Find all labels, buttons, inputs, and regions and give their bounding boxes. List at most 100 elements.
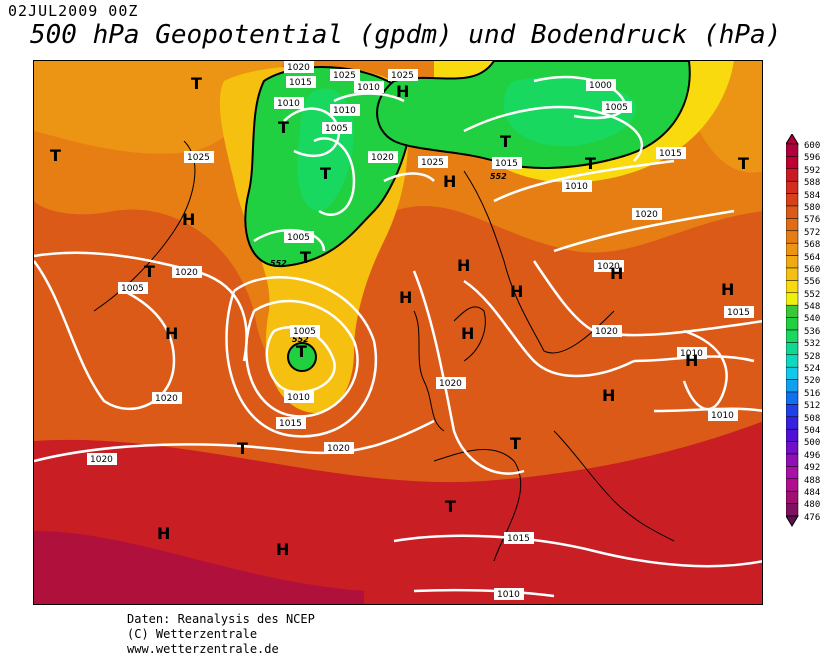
isobar (245, 299, 359, 418)
contour-label: 552 (270, 259, 287, 268)
scale-swatch (786, 193, 799, 207)
isobar-label: 1010 (274, 97, 304, 109)
low-center: T (500, 132, 511, 151)
isobar-label-text: 1005 (121, 284, 144, 294)
coast-britain (413, 310, 445, 432)
isobar-label: 1015 (656, 147, 686, 159)
scale-swatch (786, 441, 799, 455)
high-center: H (685, 351, 698, 370)
warm-air-core (34, 531, 364, 604)
scale-label: 592 (804, 165, 821, 176)
isobar (463, 279, 635, 378)
isobar-label: 1025 (418, 156, 448, 168)
scale-label: 512 (804, 401, 821, 412)
isobar-label-text: 1010 (497, 590, 520, 600)
scale-swatch (786, 404, 799, 418)
scale-swatch (786, 292, 799, 306)
high-center: H (182, 210, 195, 229)
scale-label: 564 (804, 252, 821, 263)
pressure-centers: T T T T T T T T T T T T T H H H H H H H … (50, 74, 749, 559)
isobar-label-text: 1010 (277, 99, 300, 109)
isobar-label: 1020 (172, 266, 202, 278)
scale-swatch (786, 317, 799, 331)
cold-core-arctic (504, 77, 636, 147)
isobar-label-text: 1005 (325, 124, 348, 134)
isobar (553, 209, 735, 253)
isobar-label-text: 1020 (439, 379, 462, 389)
scale-arrow-bottom (786, 515, 799, 527)
scale-label: 596 (804, 153, 821, 164)
isobar-label-text: 1020 (90, 455, 113, 465)
isobar-label: 1010 (562, 180, 592, 192)
isobar-label: 1015 (504, 532, 534, 544)
isobar-label-text: 1020 (371, 153, 394, 163)
high-center: H (157, 524, 170, 543)
isobar-label: 1010 (284, 391, 314, 403)
scale-label: 500 (804, 438, 821, 449)
scale-label: 528 (804, 351, 821, 362)
high-center: H (610, 264, 623, 283)
scale-label: 552 (804, 289, 821, 300)
isobar-label: 1020 (594, 260, 624, 272)
isobar-label: 1025 (184, 151, 214, 163)
scale-label: 568 (804, 240, 821, 251)
isobar-label: 1000 (586, 79, 616, 91)
isobar (393, 534, 762, 568)
credits-url[interactable]: www.wetterzentrale.de (127, 642, 279, 656)
scale-swatch (786, 428, 799, 442)
isobar (413, 588, 555, 598)
isobar-label: 1015 (724, 306, 754, 318)
scale-label: 484 (804, 487, 821, 498)
isobar (313, 137, 356, 216)
scale-label: 496 (804, 450, 821, 461)
scale-swatch (786, 490, 799, 504)
isobar-label: 1010 (354, 81, 384, 93)
scale-label: 516 (804, 388, 821, 399)
high-center: H (457, 256, 470, 275)
scale-label: 520 (804, 376, 821, 387)
date-label: 02JUL2009 00Z (8, 2, 139, 20)
scale-label: 548 (804, 302, 821, 313)
isobar-label: 1005 (290, 325, 320, 337)
scale-swatch (786, 242, 799, 256)
isobar-label-text: 1020 (327, 444, 350, 454)
isobar-label-text: 1025 (421, 158, 444, 168)
low-center: T (320, 164, 331, 183)
high-center: H (396, 82, 409, 101)
low-center: T (300, 248, 311, 267)
high-center: H (721, 280, 734, 299)
isobar-label: 1025 (388, 69, 418, 81)
scale-label: 504 (804, 425, 821, 436)
isobar (682, 329, 728, 411)
scale-swatch (786, 329, 799, 343)
scale-swatch (786, 230, 799, 244)
scale-label: 600 (804, 141, 821, 151)
scale-label: 476 (804, 512, 821, 523)
scale-label: 580 (804, 202, 821, 213)
isobar-label-text: 1015 (495, 159, 518, 169)
isobar (412, 270, 525, 475)
cold-core-greenland (297, 88, 354, 211)
low-center: T (738, 154, 749, 173)
isobar-label: 1015 (286, 76, 316, 88)
scale-label: 508 (804, 413, 821, 424)
scale-label: 560 (804, 264, 821, 275)
isobar-label-text: 1025 (333, 71, 356, 81)
isobar-label: 1005 (284, 231, 314, 243)
isobar-label: 1020 (152, 392, 182, 404)
isobar-label: 1020 (324, 442, 354, 454)
scale-swatch (786, 255, 799, 269)
coast-ireland (453, 306, 486, 362)
cutoff-low (287, 342, 317, 372)
isobar-label-text: 1015 (727, 308, 750, 318)
isobar-label-text: 1020 (175, 268, 198, 278)
low-center: T (585, 154, 596, 173)
scale-label: 588 (804, 178, 821, 189)
scale-label: 572 (804, 227, 821, 238)
high-center: H (510, 282, 523, 301)
isobar (463, 105, 643, 162)
isobar-label: 1020 (436, 377, 466, 389)
low-center: T (296, 342, 307, 361)
scale-swatch (786, 466, 799, 480)
scale-label: 536 (804, 326, 821, 337)
